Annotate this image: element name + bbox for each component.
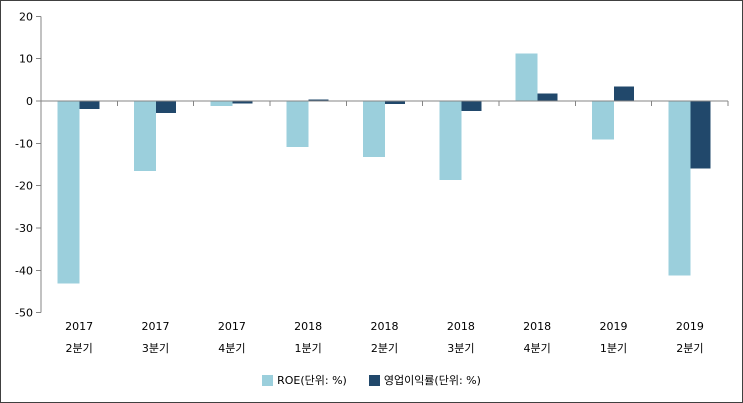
x-category-label-year: 2019 — [600, 320, 628, 333]
y-tick-label: 0 — [26, 95, 33, 108]
x-category-label-quarter: 2분기 — [371, 342, 398, 355]
bar-roe-8 — [592, 101, 614, 140]
x-category-label-year: 2017 — [65, 320, 93, 333]
x-category-label-quarter: 3분기 — [142, 342, 169, 355]
chart-legend: ROE(단위: %) 영업이익률(단위: %) — [1, 370, 742, 390]
legend-swatch-operating-margin-icon — [368, 374, 380, 386]
legend-label-operating-margin: 영업이익률(단위: %) — [383, 373, 481, 387]
bar-roe-9 — [668, 101, 691, 276]
x-category-label-quarter: 4분기 — [524, 342, 551, 355]
x-category-label-year: 2018 — [371, 320, 399, 333]
x-category-label-quarter: 2분기 — [676, 342, 703, 355]
x-category-label-quarter: 1분기 — [600, 342, 627, 355]
x-category-label-quarter: 2분기 — [66, 342, 93, 355]
y-tick-label: -30 — [15, 222, 33, 235]
y-tick-label: -10 — [15, 137, 33, 150]
legend-item-roe: ROE(단위: %) — [262, 373, 347, 387]
x-category-label-quarter: 1분기 — [295, 342, 322, 355]
bar-roe-5 — [363, 101, 385, 157]
legend-item-operating-margin: 영업이익률(단위: %) — [368, 373, 481, 387]
bar-operating-margin-5 — [385, 101, 405, 104]
bar-operating-margin-3 — [232, 101, 253, 104]
y-tick-label: -50 — [15, 307, 33, 320]
bar-operating-margin-1 — [79, 101, 100, 110]
bar-operating-margin-9 — [690, 101, 711, 169]
y-tick-label: -40 — [15, 264, 33, 277]
x-category-label-quarter: 4분기 — [218, 342, 245, 355]
x-category-label-year: 2018 — [447, 320, 475, 333]
bar-roe-3 — [210, 101, 233, 107]
bar-roe-4 — [286, 101, 309, 148]
x-category-label-year: 2017 — [218, 320, 246, 333]
legend-label-roe: ROE(단위: %) — [277, 373, 347, 387]
y-tick-label: 10 — [19, 53, 33, 66]
bar-operating-margin-4 — [308, 99, 329, 101]
bar-roe-6 — [439, 101, 462, 181]
x-category-label-quarter: 3분기 — [447, 342, 474, 355]
x-category-label-year: 2017 — [142, 320, 170, 333]
bar-roe-1 — [57, 101, 80, 284]
x-category-label-year: 2018 — [294, 320, 322, 333]
bar-operating-margin-8 — [614, 86, 634, 101]
bar-operating-margin-6 — [461, 101, 482, 112]
y-tick-label: -20 — [15, 180, 33, 193]
legend-swatch-roe-icon — [262, 374, 274, 386]
x-category-label-year: 2019 — [676, 320, 704, 333]
x-category-label-year: 2018 — [523, 320, 551, 333]
y-tick-label: 20 — [19, 10, 33, 23]
bar-operating-margin-2 — [156, 101, 176, 113]
bar-operating-margin-7 — [537, 93, 558, 101]
bar-roe-2 — [134, 101, 156, 172]
bar-roe-7 — [515, 53, 538, 101]
